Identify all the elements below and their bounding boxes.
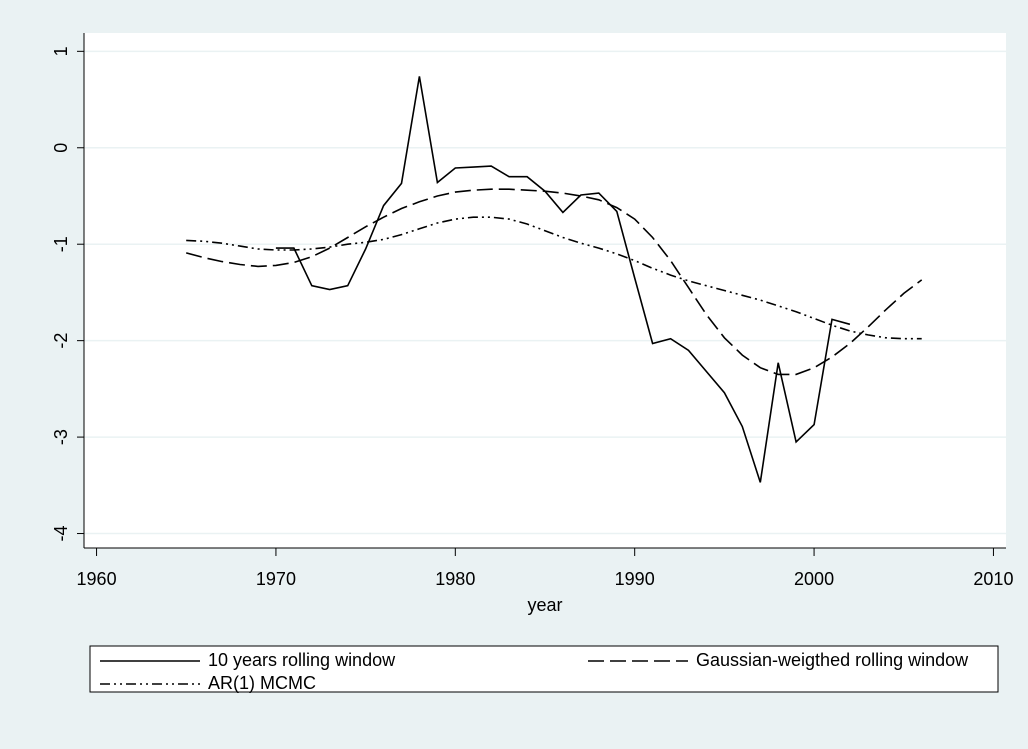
legend-label: Gaussian-weigthed rolling window xyxy=(696,650,969,670)
x-tick-label: 2010 xyxy=(973,569,1013,589)
y-tick-label: 0 xyxy=(51,143,71,153)
x-tick-label: 2000 xyxy=(794,569,834,589)
y-tick-label: 1 xyxy=(51,46,71,56)
series-line xyxy=(186,216,922,340)
legend-label: AR(1) MCMC xyxy=(208,673,316,693)
x-tick-label: 1960 xyxy=(77,569,117,589)
x-tick-label: 1970 xyxy=(256,569,296,589)
y-tick-label: -3 xyxy=(51,429,71,445)
y-tick-label: -4 xyxy=(51,526,71,542)
series-line xyxy=(185,188,923,376)
y-tick-label: -2 xyxy=(51,333,71,349)
x-tick-label: 1990 xyxy=(615,569,655,589)
x-tick-label: 1980 xyxy=(435,569,475,589)
x-axis-label: year xyxy=(527,595,562,615)
legend-label: 10 years rolling window xyxy=(208,650,396,670)
plot-area xyxy=(84,33,1006,548)
series-line xyxy=(275,76,851,483)
y-tick-label: -1 xyxy=(51,236,71,252)
legend xyxy=(89,645,999,693)
